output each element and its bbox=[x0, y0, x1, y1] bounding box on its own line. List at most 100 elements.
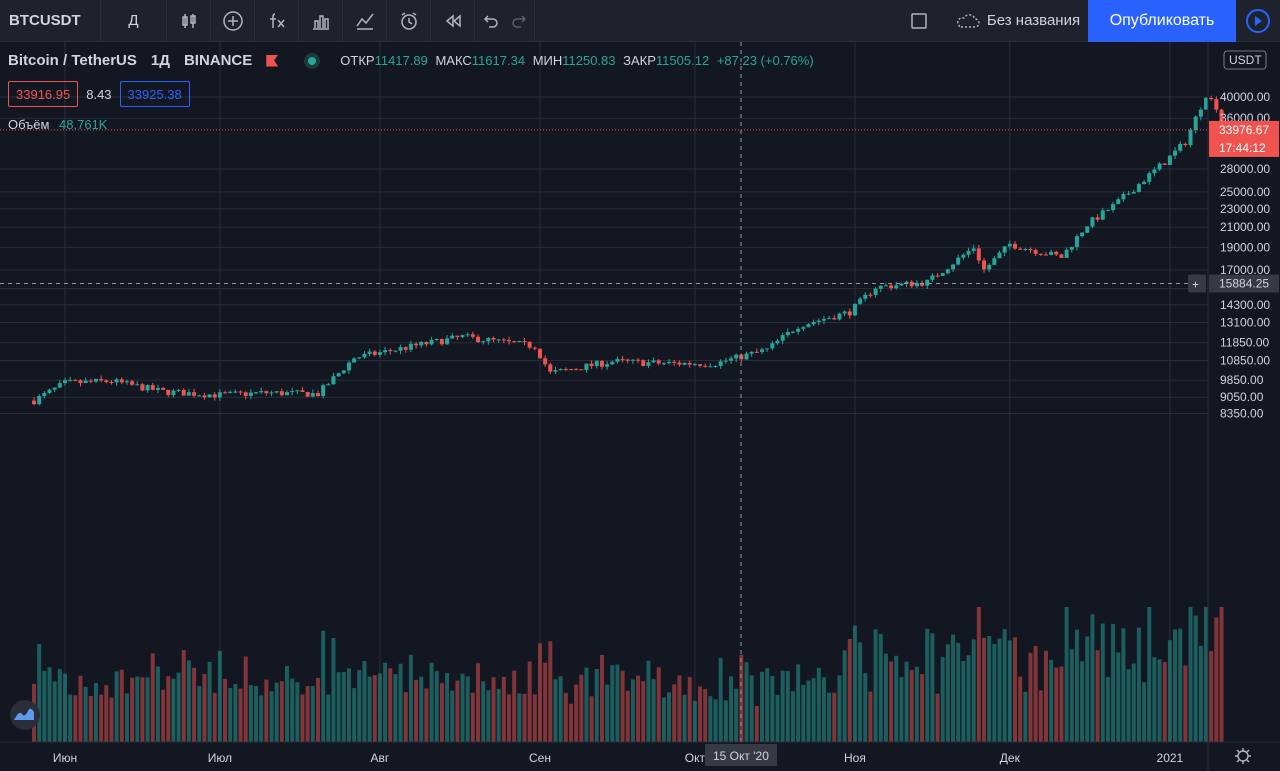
candle-body bbox=[589, 363, 594, 367]
candle-body bbox=[651, 360, 656, 363]
candle-body bbox=[780, 335, 785, 341]
candle-body bbox=[610, 361, 615, 365]
play-button[interactable] bbox=[1236, 0, 1280, 42]
axis-settings-button[interactable] bbox=[1235, 748, 1251, 764]
buy-button[interactable]: 33925.38 bbox=[119, 81, 190, 107]
currency-badge-bg bbox=[1223, 50, 1267, 70]
price-tick-label: 8350.00 bbox=[1220, 406, 1264, 420]
volume-bar bbox=[346, 668, 351, 742]
volume-bar bbox=[1162, 662, 1167, 742]
price-tick-label: 19000.00 bbox=[1220, 240, 1270, 254]
volume-bar bbox=[1219, 607, 1224, 742]
candle-body bbox=[109, 382, 114, 384]
candle-body bbox=[419, 341, 424, 346]
crosshair-add-icon[interactable]: + bbox=[1192, 278, 1199, 292]
volume-bar bbox=[202, 673, 207, 742]
layout-name-button[interactable]: Без названия bbox=[936, 0, 1100, 42]
strategies-button[interactable] bbox=[343, 0, 387, 42]
candle-body bbox=[574, 369, 579, 371]
candle-series bbox=[32, 95, 1224, 406]
volume-bar bbox=[336, 672, 341, 742]
volume-bar bbox=[1121, 628, 1126, 742]
volume-bar bbox=[429, 662, 434, 742]
market-status-icon[interactable] bbox=[304, 52, 321, 69]
candle-body bbox=[135, 384, 140, 386]
candle-body bbox=[155, 387, 160, 390]
volume-bar bbox=[574, 684, 579, 742]
candle-body bbox=[507, 339, 512, 342]
publish-button[interactable]: Опубликовать bbox=[1088, 0, 1236, 42]
candle-body bbox=[1162, 163, 1167, 165]
volume-bar bbox=[1007, 640, 1012, 742]
candle-body bbox=[842, 311, 847, 314]
candle-body bbox=[636, 359, 641, 361]
volume-bar bbox=[274, 682, 279, 742]
candle-body bbox=[486, 337, 491, 342]
volume-bar bbox=[790, 691, 795, 742]
volume-bar bbox=[734, 688, 739, 742]
candle-body bbox=[202, 395, 207, 398]
symbol-description[interactable]: Bitcoin / TetherUS bbox=[8, 52, 137, 69]
volume-bar bbox=[269, 691, 274, 742]
flag-icon[interactable] bbox=[266, 54, 279, 67]
volume-bar bbox=[145, 677, 150, 742]
symbol-search-button[interactable]: BTCUSDT bbox=[0, 0, 101, 42]
candle-body bbox=[512, 341, 517, 343]
volume-bar bbox=[124, 693, 129, 742]
volume-series bbox=[32, 607, 1224, 742]
time-axis[interactable]: Июн Июл Авг Сен Окт Ноя Дек 2021 bbox=[53, 751, 1184, 765]
candle-body bbox=[584, 363, 589, 370]
chart-pane[interactable]: 40000.0036000.0028000.0025000.0023000.00… bbox=[0, 42, 1280, 771]
currency-badge[interactable]: USDT bbox=[1229, 53, 1262, 67]
candle-body bbox=[197, 395, 202, 397]
volume-bar bbox=[114, 671, 119, 742]
volume-bar bbox=[543, 662, 548, 742]
replay-button[interactable] bbox=[431, 0, 475, 42]
volume-bar bbox=[223, 678, 228, 742]
volume-bar bbox=[197, 686, 202, 742]
price-tick-label: 10850.00 bbox=[1220, 354, 1270, 368]
candle-body bbox=[992, 258, 997, 265]
volume-bar bbox=[1100, 623, 1105, 742]
candle-body bbox=[537, 348, 542, 359]
sell-button[interactable]: 33916.95 bbox=[8, 81, 79, 107]
volume-bar bbox=[248, 685, 253, 742]
compare-button[interactable] bbox=[211, 0, 255, 42]
candle-body bbox=[594, 360, 599, 367]
candle-body bbox=[52, 387, 57, 390]
indicators-button[interactable] bbox=[255, 0, 299, 42]
alert-button[interactable] bbox=[387, 0, 431, 42]
chart-type-button[interactable] bbox=[167, 0, 211, 42]
open-label: ОТКР bbox=[340, 53, 375, 68]
volume-legend[interactable]: Объём 48.761K bbox=[8, 117, 107, 132]
layout-name: Без названия bbox=[986, 12, 1081, 29]
logo-wave-icon bbox=[14, 708, 34, 720]
legend-interval: 1Д bbox=[150, 52, 170, 69]
price-axis[interactable]: 40000.0036000.0028000.0025000.0023000.00… bbox=[1220, 90, 1270, 421]
candle-body bbox=[920, 282, 925, 286]
candle-body bbox=[1100, 210, 1105, 220]
volume-bar bbox=[362, 660, 367, 742]
candle-body bbox=[78, 380, 83, 384]
candle-body bbox=[1136, 184, 1141, 192]
volume-bar bbox=[945, 644, 950, 742]
volume-bar bbox=[775, 694, 780, 742]
templates-button[interactable] bbox=[299, 0, 343, 42]
fullscreen-layout-button[interactable] bbox=[902, 0, 936, 42]
redo-button[interactable] bbox=[505, 0, 535, 42]
tradingview-logo[interactable] bbox=[10, 700, 40, 730]
volume-bar bbox=[414, 679, 419, 742]
volume-bar bbox=[868, 691, 873, 742]
candle-body bbox=[161, 387, 166, 390]
candle-body bbox=[951, 264, 956, 270]
candle-body bbox=[47, 389, 52, 393]
candle-body bbox=[398, 347, 403, 351]
price-tick-label: 13100.00 bbox=[1220, 315, 1270, 329]
candle-body bbox=[894, 285, 899, 289]
candle-body bbox=[796, 328, 801, 332]
interval-button[interactable]: Д bbox=[101, 0, 167, 42]
legend-exchange: BINANCE bbox=[183, 52, 253, 69]
price-tick-label: 40000.00 bbox=[1220, 90, 1270, 104]
candle-body bbox=[790, 331, 795, 333]
undo-button[interactable] bbox=[475, 0, 505, 42]
